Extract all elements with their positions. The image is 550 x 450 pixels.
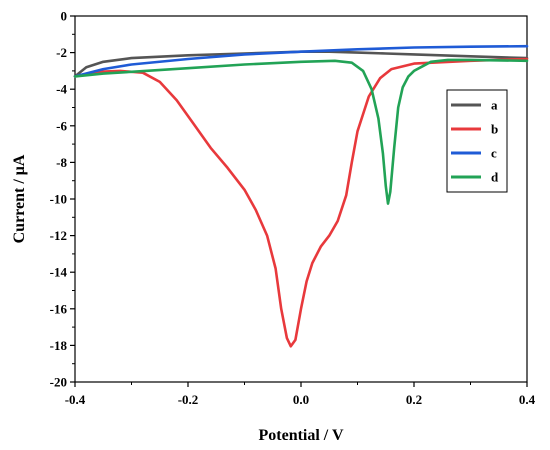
- y-tick-label: -8: [56, 155, 67, 170]
- x-tick-label: 0.0: [293, 392, 309, 407]
- y-tick-label: -16: [50, 301, 68, 316]
- y-axis: 0 -2 -4 -6 -8 -10 -12 -14 -16 -18 -20: [50, 9, 75, 390]
- x-axis: -0.4 -0.2 0.0 0.2 0.4: [65, 382, 536, 407]
- y-tick-label: -18: [50, 338, 68, 353]
- legend-label-b: b: [491, 122, 498, 137]
- series-line-d: [73, 58, 529, 205]
- legend-label-d: d: [491, 170, 499, 185]
- y-tick-label: -20: [50, 375, 67, 390]
- x-axis-title: Potential / V: [258, 427, 343, 444]
- legend-label-c: c: [491, 146, 497, 161]
- y-tick-label: 0: [61, 9, 68, 24]
- series-layer: [73, 44, 529, 348]
- plot-area: -0.4 -0.2 0.0 0.2 0.4 0 -2 -4 -6 -8 -10 -12 -14 -16 -…: [50, 9, 536, 408]
- legend-box: [446, 89, 508, 193]
- series-line-c: [73, 44, 529, 78]
- y-tick-label: -12: [50, 228, 67, 243]
- x-tick-label: 0.4: [519, 392, 536, 407]
- x-tick-label: -0.2: [178, 392, 199, 407]
- x-tick-label: 0.2: [406, 392, 422, 407]
- series-line-b: [73, 57, 529, 348]
- y-tick-label: -2: [56, 45, 67, 60]
- y-tick-label: -4: [56, 82, 67, 97]
- y-tick-label: -14: [50, 265, 68, 280]
- y-tick-label: -10: [50, 192, 67, 207]
- legend-label-a: a: [491, 98, 498, 113]
- y-axis-title: Current / μA: [11, 154, 28, 243]
- x-tick-label: -0.4: [65, 392, 86, 407]
- y-tick-label: -6: [56, 118, 67, 133]
